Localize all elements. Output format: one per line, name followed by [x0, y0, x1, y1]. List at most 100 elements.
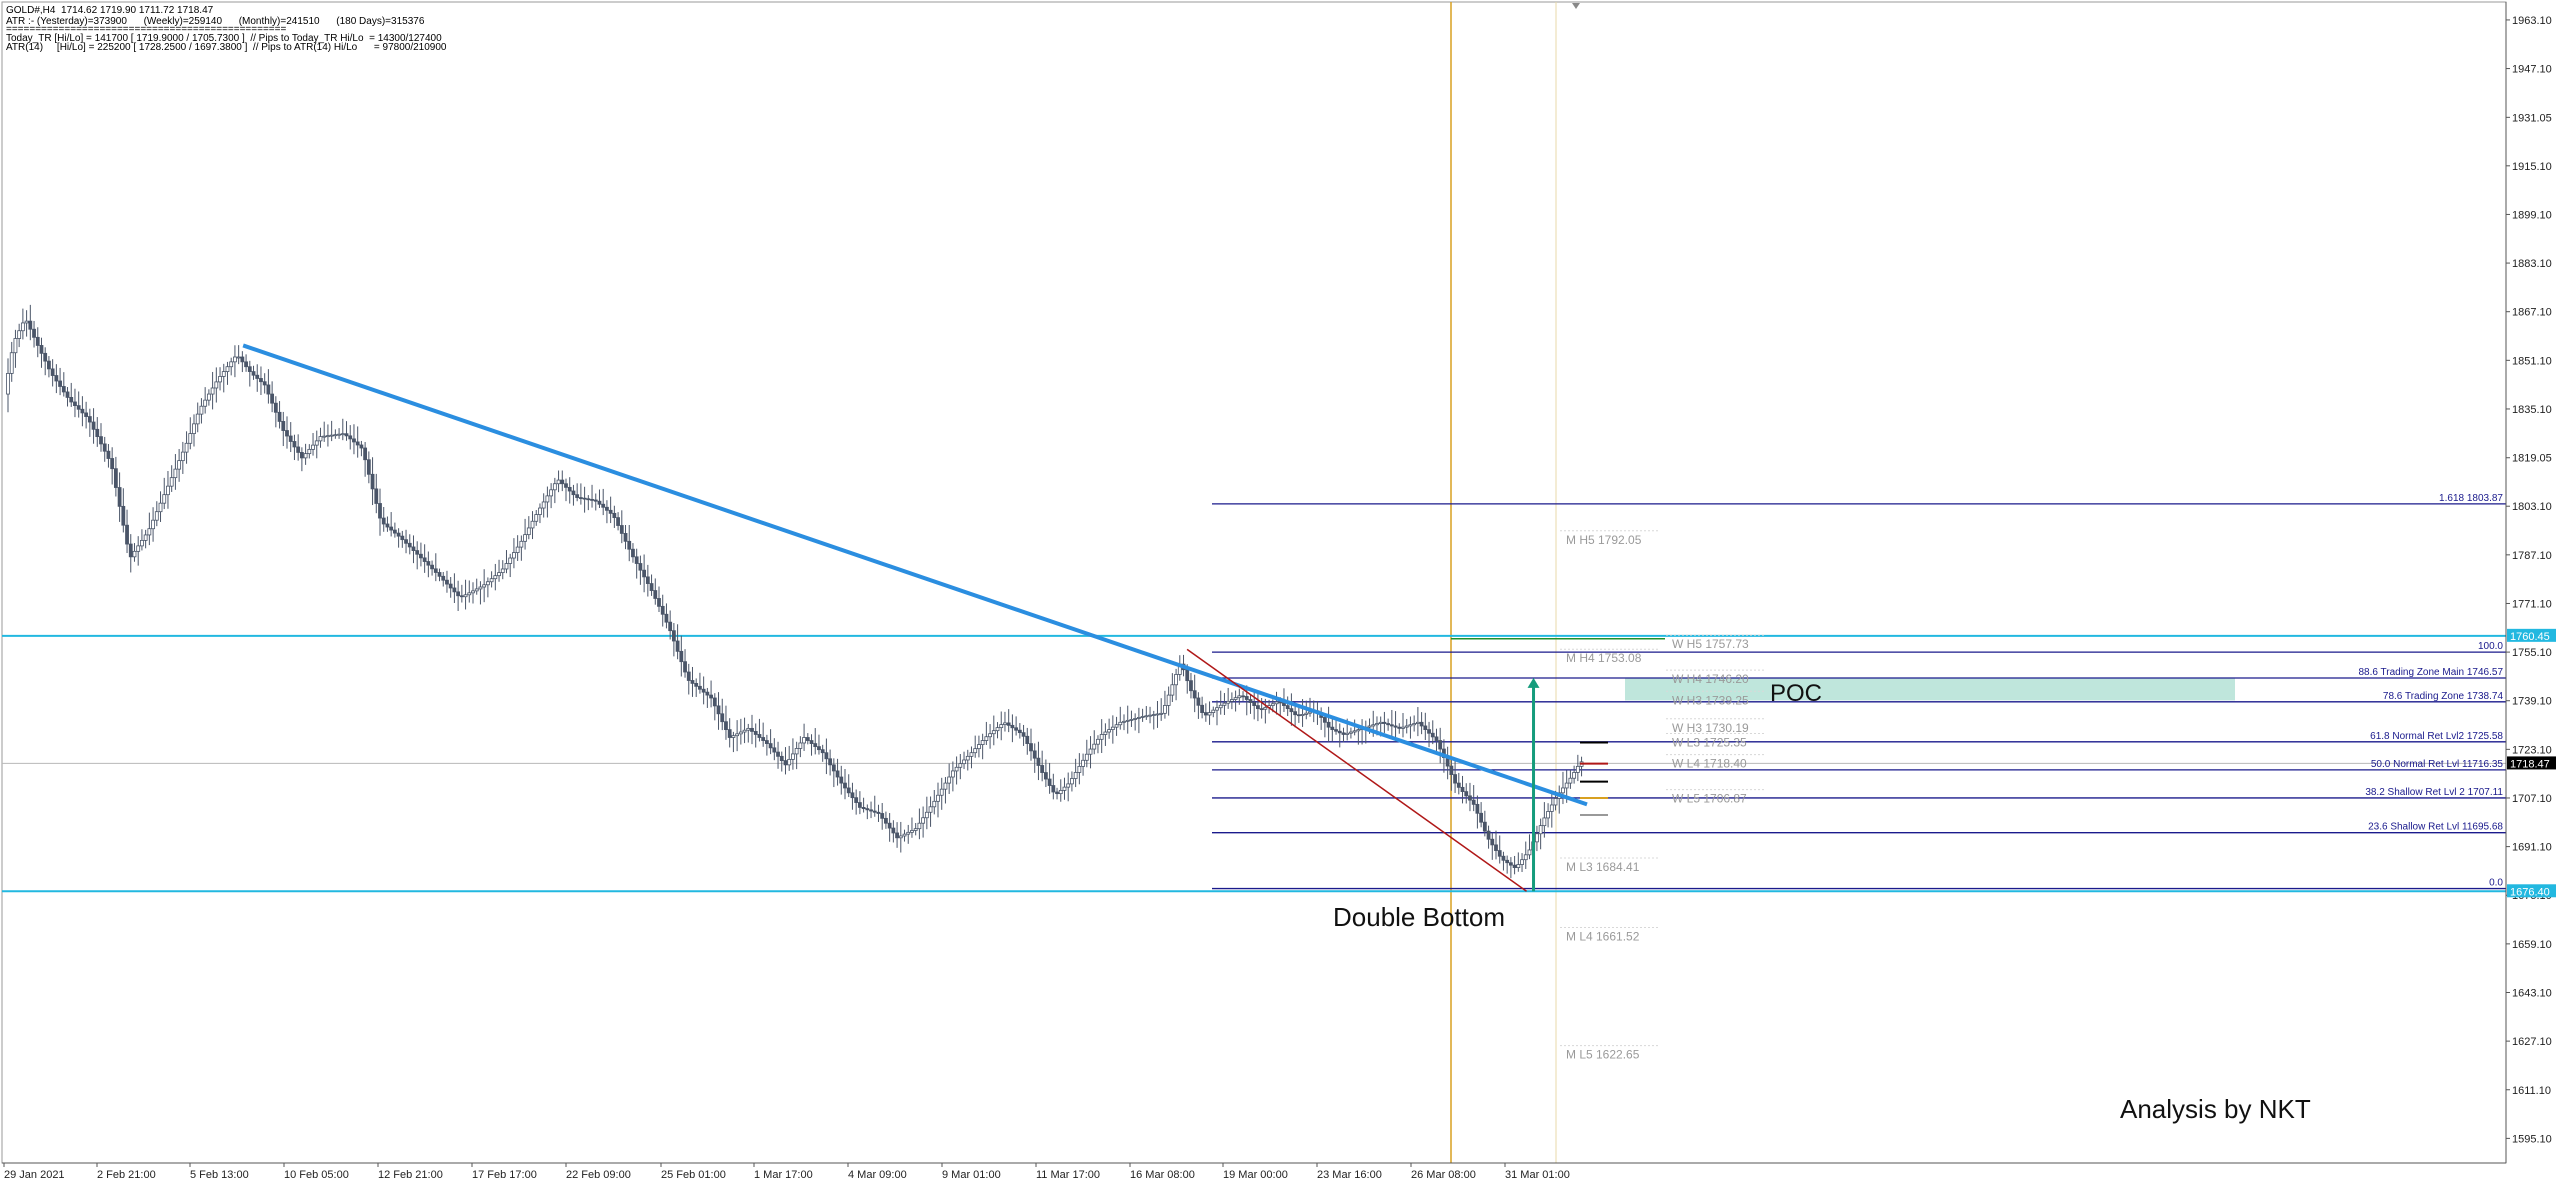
fib-level-label: 1.618 1803.87: [2439, 493, 2503, 504]
candle-body: [233, 356, 237, 363]
candle-body: [110, 458, 115, 470]
candle-body: [147, 528, 152, 536]
candle-body: [735, 733, 740, 737]
candle-body: [1505, 859, 1510, 864]
candle-body: [1427, 729, 1431, 734]
candle-body: [1192, 690, 1197, 699]
candle-body: [199, 405, 204, 415]
candle-body: [947, 776, 952, 784]
trendlines-layer: [242, 343, 1665, 892]
candle-body: [459, 595, 464, 598]
candle-body: [445, 579, 449, 585]
candle-body: [1553, 798, 1558, 806]
candle-body: [348, 435, 353, 440]
descending-trendline: [242, 343, 1588, 807]
candle-body: [1341, 732, 1346, 735]
x-tick-label: 2 Feb 21:00: [97, 1169, 156, 1181]
candle-body: [1073, 772, 1078, 779]
candle-body: [1270, 703, 1275, 706]
candle-body: [1285, 705, 1290, 710]
candle-body: [80, 408, 85, 414]
candle-body: [1371, 724, 1376, 727]
candle-body: [128, 543, 133, 558]
y-tick-label: 1851.10: [2512, 355, 2552, 367]
candle-body: [478, 586, 483, 590]
candle-body: [1497, 850, 1502, 857]
candle-body: [776, 751, 780, 757]
pivot-level-label: M H5 1792.05: [1566, 533, 1642, 547]
price-tag-bg: [2507, 884, 2556, 898]
pivot-level-label: W L4 1718.40: [1672, 757, 1747, 771]
candle-body: [895, 832, 899, 839]
candle-body: [1241, 695, 1245, 698]
candle-body: [698, 685, 702, 690]
header-atr-line: ATR :- (Yesterday)=373900 (Weekly)=25914…: [6, 16, 425, 27]
y-tick-label: 1835.10: [2512, 404, 2552, 416]
candle-body: [396, 532, 401, 537]
candle-body: [943, 782, 948, 790]
candle-body: [1233, 697, 1238, 700]
candle-body: [214, 381, 219, 389]
candle-body: [850, 792, 855, 799]
candle-body: [921, 817, 926, 824]
candle-body: [13, 338, 18, 354]
candle-body: [87, 416, 92, 423]
candle-body: [854, 797, 859, 803]
candle-body: [1103, 731, 1108, 735]
candle-body: [1185, 669, 1190, 682]
pivot-level-label: M L4 1661.52: [1566, 930, 1640, 944]
candle-body: [512, 552, 516, 559]
candle-body: [273, 402, 278, 413]
candle-body: [24, 320, 29, 324]
candle-body: [843, 782, 847, 789]
candle-body: [1055, 791, 1059, 795]
candle-body: [578, 497, 583, 499]
candle-body: [1229, 699, 1234, 702]
candle-body: [121, 505, 126, 526]
candle-body: [631, 548, 635, 558]
candle-body: [333, 434, 338, 437]
candle-body: [6, 372, 10, 395]
candle-body: [1211, 709, 1216, 713]
candle-body: [95, 428, 100, 438]
candle-body: [1021, 732, 1026, 737]
candle-body: [1107, 729, 1112, 733]
pivot-levels-layer: M H5 1792.05 M H4 1753.08 W H5 1757.73 W H4…: [1560, 530, 1766, 1062]
candle-body: [166, 485, 170, 496]
y-tick-label: 1867.10: [2512, 307, 2552, 319]
y-tick-label: 1739.10: [2512, 696, 2552, 708]
candle-body: [422, 557, 427, 562]
candle-body: [381, 517, 386, 525]
header-separator-line: ========================================…: [6, 24, 287, 35]
candle-body: [813, 743, 818, 748]
candle-body: [158, 502, 163, 513]
candle-body: [1512, 864, 1517, 868]
x-tick-label: 1 Mar 17:00: [754, 1169, 813, 1181]
candle-body: [32, 328, 36, 338]
candle-body: [456, 591, 461, 597]
x-tick-label: 12 Feb 21:00: [378, 1169, 443, 1181]
candle-body: [634, 556, 639, 564]
candle-body: [523, 534, 527, 542]
candle-body: [296, 446, 301, 453]
candle-body: [221, 371, 226, 377]
candle-body: [1166, 694, 1171, 706]
candle-body: [84, 412, 89, 417]
candle-body: [1096, 738, 1100, 745]
x-tick-label: 9 Mar 01:00: [942, 1169, 1001, 1181]
candle-body: [1479, 812, 1484, 823]
pivot-level-label: W L3 1725.35: [1672, 736, 1747, 750]
candle-body: [1308, 711, 1312, 714]
candle-body: [255, 374, 260, 379]
target-arrow-head-icon: [1527, 677, 1540, 688]
candle-body: [720, 713, 725, 723]
chart-shift-marker-icon[interactable]: [1572, 3, 1580, 9]
candle-body: [99, 436, 103, 445]
candle-body: [117, 487, 122, 507]
candle-body: [337, 433, 341, 436]
candle-body: [318, 436, 323, 442]
candle-body: [247, 366, 252, 372]
candle-body: [534, 514, 539, 522]
